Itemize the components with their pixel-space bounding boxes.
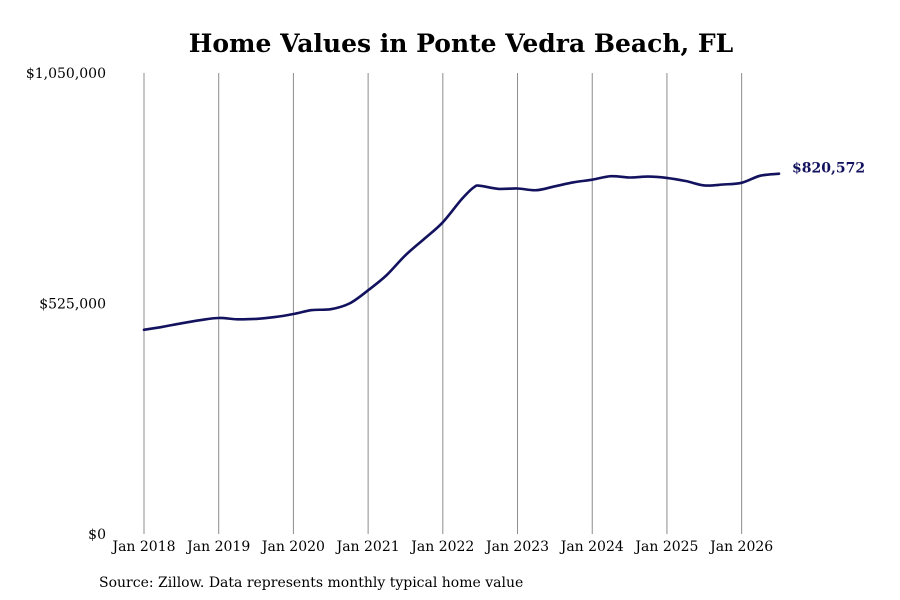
latest-value-label: $820,572 [792,161,865,177]
x-tick-label: Jan 2022 [409,539,474,555]
x-tick-label: Jan 2018 [110,539,175,555]
y-tick-label: $525,000 [39,297,106,313]
x-tick-label: Jan 2020 [260,539,325,555]
x-tick-label: Jan 2024 [559,539,624,555]
source-note: Source: Zillow. Data represents monthly … [99,575,523,591]
x-tick-label: Jan 2026 [708,539,773,555]
x-axis-tick-labels: Jan 2018 Jan 2019 Jan 2020 Jan 2021 Jan 2022… [110,539,773,555]
chart-title: Home Values in Ponte Vedra Beach, FL [189,29,734,58]
y-tick-label: $0 [88,527,106,543]
home-value-series-line [142,172,781,332]
x-tick-label: Jan 2025 [633,539,698,555]
y-tick-label: $1,050,000 [26,66,106,82]
vertical-gridlines [143,73,743,534]
y-axis-tick-labels: $0 $525,000 $1,050,000 [26,66,106,543]
x-tick-label: Jan 2021 [335,539,400,555]
x-tick-label: Jan 2023 [484,539,549,555]
x-tick-label: Jan 2019 [185,539,250,555]
